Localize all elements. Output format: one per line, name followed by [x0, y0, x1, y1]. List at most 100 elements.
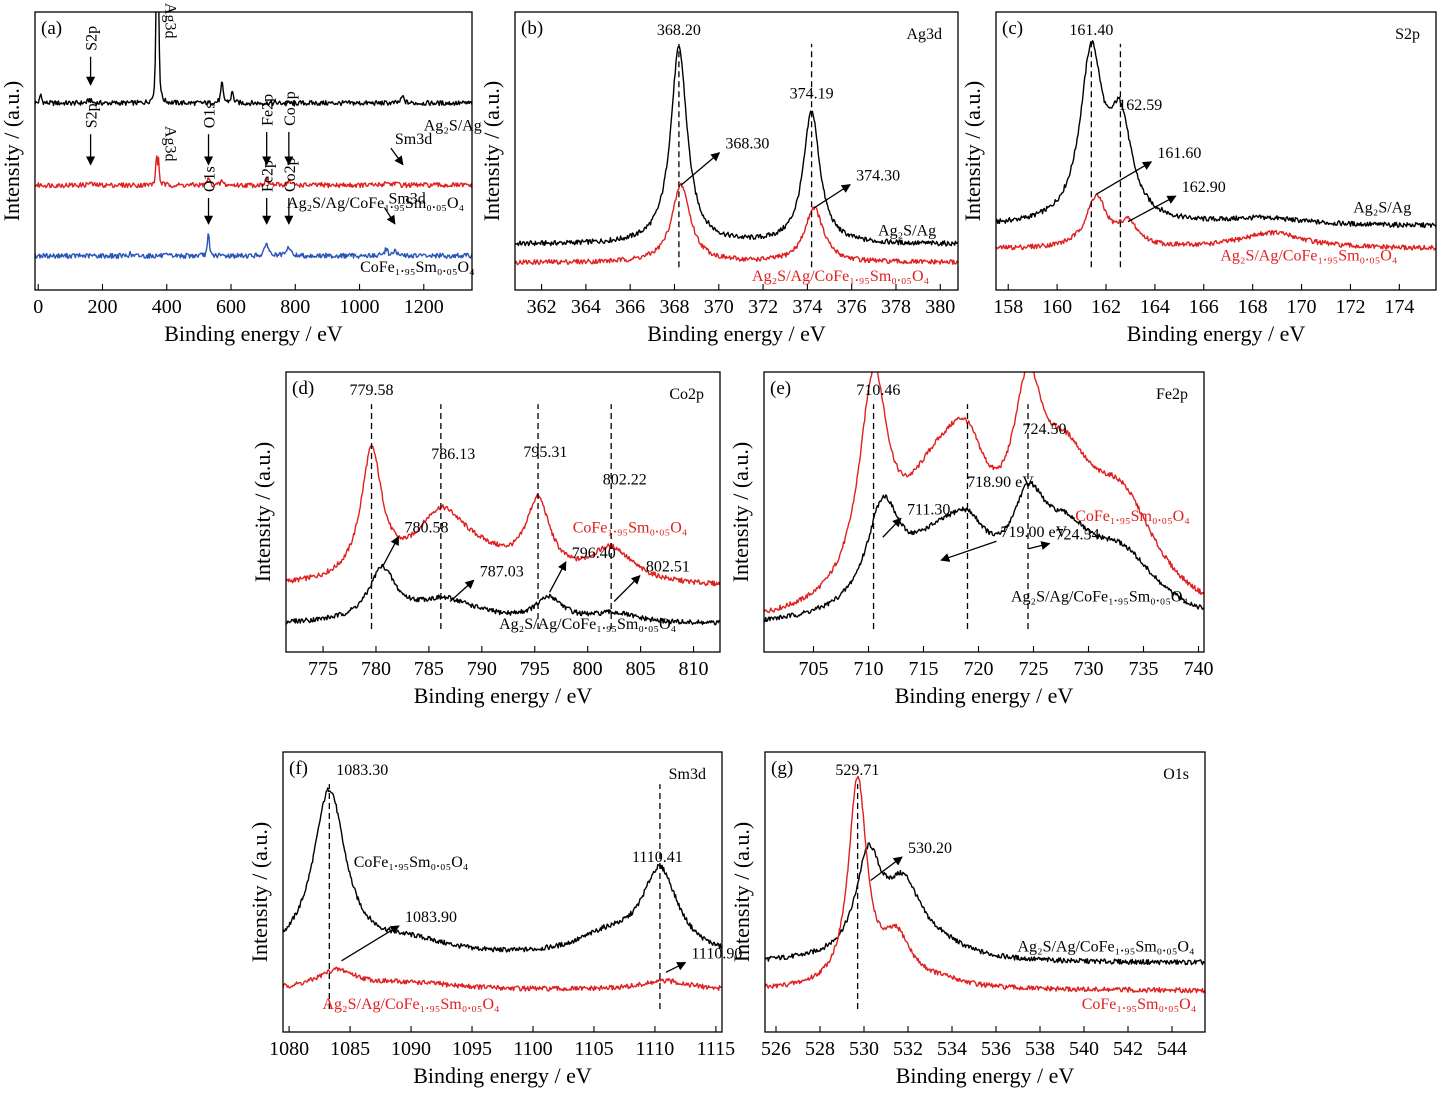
x-tick-label: 0: [33, 296, 43, 318]
x-tick-label: 370: [704, 296, 734, 318]
peak-annotation: 368.20: [657, 22, 701, 39]
peak-annotation: O1s: [202, 166, 219, 192]
x-tick-label: 1080: [269, 1038, 309, 1060]
peak-annotation: Ag3d: [162, 126, 179, 162]
x-tick-label: 162: [1091, 296, 1121, 318]
x-tick-label: 536: [981, 1038, 1011, 1060]
panel-label: (c): [1002, 18, 1023, 39]
peak-annotation: 374.19: [790, 86, 834, 103]
peak-annotation: 802.22: [603, 471, 647, 488]
plot-frame: [763, 371, 1205, 653]
x-tick-label: 720: [964, 658, 994, 680]
peak-annotation: Sm3d: [388, 190, 425, 207]
x-axis-label: Binding energy / eV: [647, 321, 826, 346]
panel-g: 526 528 530 532 534 536 538 540 542 544 Binding en…: [729, 751, 1206, 1088]
y-axis-label: Intensity / (a.u.): [960, 81, 985, 222]
annotation-arrow: [870, 856, 903, 882]
x-tick-label: 800: [573, 658, 603, 680]
series-label: Ag₂S/Ag/CoFe₁.₉₅Sm₀.₀₅O₄: [752, 268, 930, 285]
series-group: [515, 45, 958, 266]
peak-annotation: 795.31: [523, 444, 567, 461]
x-tick-label: 170: [1287, 296, 1317, 318]
x-tick-label: 526: [761, 1038, 791, 1060]
x-tick-label: 800: [280, 296, 310, 318]
x-tick-label: 1095: [452, 1038, 492, 1060]
series-label: Ag₂S/Ag/CoFe₁.₉₅Sm₀.₀₅O₄: [1011, 589, 1189, 606]
x-tick-label: 362: [527, 296, 557, 318]
peak-annotation: 368.30: [725, 136, 769, 153]
peak-annotation: 1110.90: [692, 946, 743, 963]
x-tick-label: 1090: [391, 1038, 431, 1060]
panel-label: (e): [770, 378, 791, 399]
series-line-black: [996, 40, 1436, 229]
peak-annotation: 374.30: [856, 168, 900, 185]
x-tick-label: 1100: [513, 1038, 552, 1060]
y-axis-label: Intensity / (a.u.): [0, 81, 24, 222]
series-label: CoFe₁.₉₅Sm₀.₀₅O₄: [1082, 996, 1197, 1013]
panel-name: Ag3d: [906, 26, 942, 43]
plot-frame: [764, 751, 1206, 1033]
peak-annotation: 787.03: [480, 563, 524, 580]
plot-frame: [995, 11, 1437, 291]
annotation-arrow: [940, 540, 997, 562]
peak-annotation: 786.13: [431, 446, 475, 463]
x-tick-label: 364: [571, 296, 601, 318]
annotation-arrow: [381, 535, 400, 568]
x-tick-label: 735: [1129, 658, 1159, 680]
series-label: Ag₂S/Ag: [1353, 200, 1411, 217]
plot-frame: [285, 371, 721, 653]
x-tick-label: 810: [679, 658, 709, 680]
annotation-arrow: [390, 147, 404, 166]
series-line-black: [515, 45, 958, 247]
peak-annotation: Co2p: [282, 91, 299, 126]
panel-d: 775 780 785 790 795 800 805 810 Binding energy /…: [250, 371, 721, 708]
panel-e: 705 710 715 720 725 730 735 740 Binding energy /…: [728, 371, 1214, 708]
x-tick-label: 374: [792, 296, 822, 318]
x-tick-label: 172: [1335, 296, 1365, 318]
peak-annotation: 162.90: [1182, 179, 1226, 196]
series-group: [996, 40, 1436, 251]
series-line-black: [35, 12, 472, 107]
x-tick-label: 164: [1140, 296, 1170, 318]
plot-frame: [34, 11, 473, 291]
x-axis-label: Binding energy / eV: [896, 1063, 1075, 1088]
x-tick-label: 376: [837, 296, 867, 318]
x-tick-label: 366: [615, 296, 645, 318]
annotation-arrow: [549, 561, 567, 593]
x-tick-label: 710: [854, 658, 884, 680]
peak-annotation: 1110.41: [632, 849, 683, 866]
y-axis-label: Intensity / (a.u.): [479, 81, 504, 222]
series-line-red: [283, 966, 722, 992]
x-tick-label: 534: [937, 1038, 967, 1060]
peak-annotation: 161.40: [1069, 22, 1113, 39]
x-tick-label: 380: [925, 296, 955, 318]
x-tick-label: 715: [909, 658, 939, 680]
x-tick-label: 1115: [697, 1038, 736, 1060]
series-line-red: [764, 372, 1204, 614]
annotation-arrow: [665, 961, 687, 973]
x-tick-label: 725: [1019, 658, 1049, 680]
x-tick-label: 174: [1384, 296, 1414, 318]
peak-annotation: S2p: [84, 26, 101, 51]
x-tick-label: 400: [152, 296, 182, 318]
x-tick-label: 542: [1113, 1038, 1143, 1060]
x-tick-label: 805: [626, 658, 656, 680]
panel-label: (d): [292, 378, 314, 399]
peak-annotation: 719.00 eV: [1001, 524, 1068, 541]
series-group: [286, 445, 720, 626]
x-tick-label: 1110: [636, 1038, 675, 1060]
peak-annotation: 796.40: [572, 545, 616, 562]
peak-annotation: Ag3d: [162, 3, 179, 39]
plot-frame: [514, 11, 959, 291]
series-label: Ag₂S/Ag/CoFe₁.₉₅Sm₀.₀₅O₄: [1220, 247, 1398, 264]
x-axis-label: Binding energy / eV: [164, 321, 343, 346]
x-tick-label: 730: [1074, 658, 1104, 680]
x-tick-label: 372: [748, 296, 778, 318]
x-tick-label: 168: [1238, 296, 1268, 318]
peak-annotation: 779.58: [350, 382, 394, 399]
annotation-arrow: [1127, 195, 1177, 223]
panel-c: 158 160 162 164 166 168 170 172 174 Binding energ…: [960, 11, 1437, 346]
x-tick-label: 795: [520, 658, 550, 680]
x-tick-label: 785: [414, 658, 444, 680]
